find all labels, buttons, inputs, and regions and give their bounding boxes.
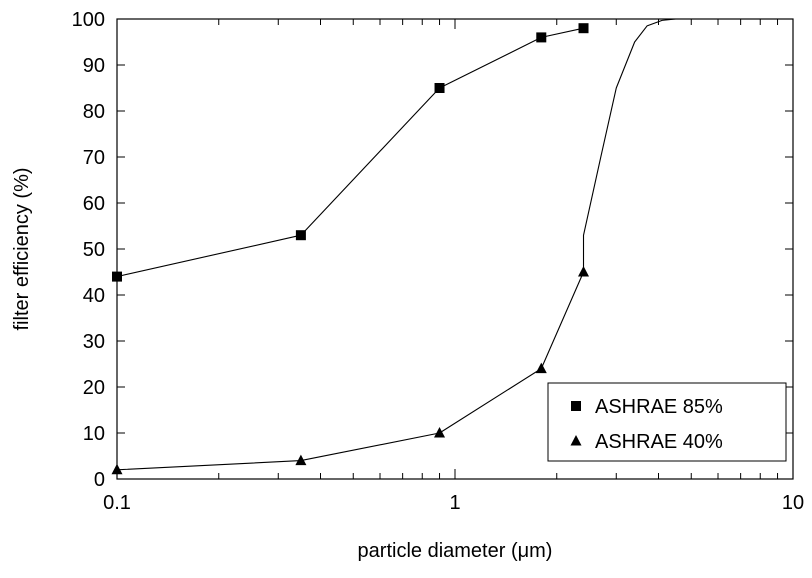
- data-point-ashrae-40: [295, 454, 307, 466]
- fitted-curve-line: [582, 18, 793, 272]
- x-tick-label: 1: [449, 492, 460, 514]
- data-point-ashrae-40: [111, 463, 123, 475]
- y-tick-label: 60: [83, 193, 105, 215]
- tick-labels: 0 10 20 30 40 50 60 70 80 90 100 0.1 1 10: [72, 9, 805, 514]
- series-layer: [111, 18, 793, 475]
- series-line-ashrae-85: [116, 27, 584, 278]
- legend-label: ASHRAE 85%: [595, 396, 723, 418]
- y-tick-label: 0: [94, 469, 105, 491]
- x-axis-title: particle diameter (μm): [358, 540, 553, 562]
- legend: ASHRAE 85% ASHRAE 40%: [547, 382, 787, 462]
- x-tick-label: 10: [782, 492, 804, 514]
- data-point-ashrae-85: [295, 230, 306, 241]
- series-line-ashrae-40: [116, 271, 585, 471]
- data-point-ashrae-40: [535, 362, 547, 374]
- y-tick-label: 20: [83, 377, 105, 399]
- y-axis-title: filter efficiency (%): [11, 167, 33, 330]
- data-point-ashrae-85: [536, 32, 547, 43]
- data-point-ashrae-85: [434, 83, 445, 93]
- legend-marker-square: [571, 401, 581, 411]
- y-tick-label: 30: [83, 331, 105, 353]
- legend-marker-triangle: [570, 435, 582, 446]
- y-tick-label: 80: [83, 101, 105, 123]
- legend-label: ASHRAE 40%: [595, 431, 723, 453]
- y-tick-label: 90: [83, 55, 105, 77]
- y-tick-label: 100: [72, 9, 105, 31]
- y-tick-label: 10: [83, 423, 105, 445]
- x-tick-label: 0.1: [103, 492, 131, 514]
- y-tick-label: 40: [83, 285, 105, 307]
- data-point-ashrae-85: [112, 271, 122, 282]
- data-point-ashrae-85: [578, 23, 589, 34]
- legend-box: [547, 382, 787, 462]
- y-tick-label: 70: [83, 147, 105, 169]
- data-point-ashrae-40: [434, 427, 446, 438]
- y-tick-label: 50: [83, 239, 105, 261]
